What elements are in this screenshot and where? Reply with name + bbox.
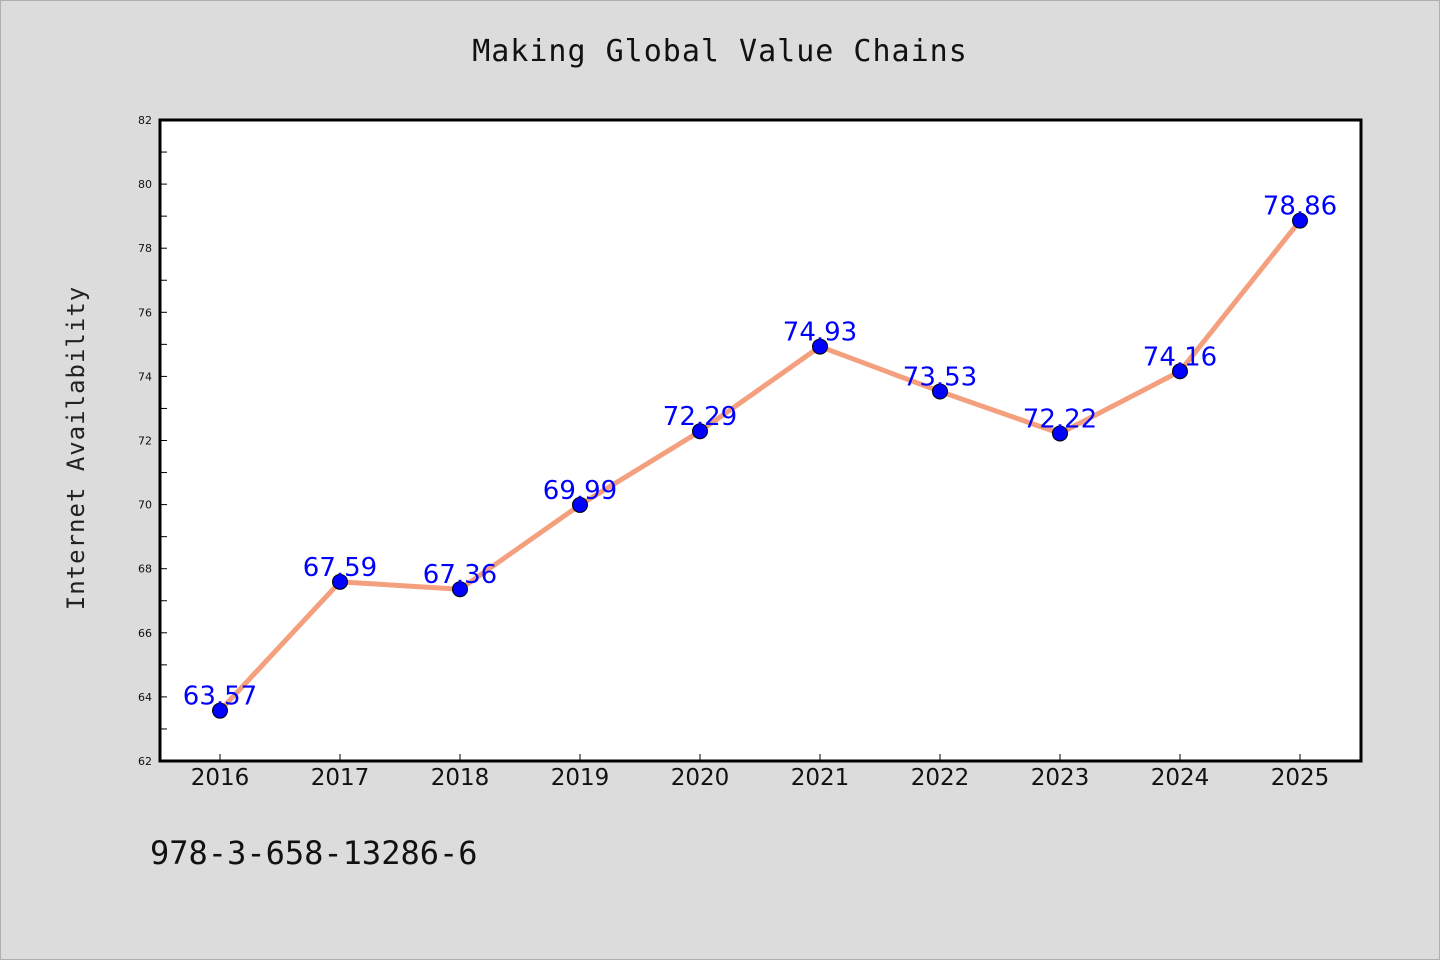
plot-area xyxy=(158,118,1363,763)
y-tick-label: 74 xyxy=(138,370,152,383)
x-tick-label: 2022 xyxy=(911,765,970,791)
x-tick-label: 2024 xyxy=(1151,765,1210,791)
data-label: 74.16 xyxy=(1143,342,1217,372)
x-axis: 2016 2017 2018 2019 2020 2021 2022 2023 2024 2025 xyxy=(191,754,1330,791)
data-label: 67.59 xyxy=(303,553,377,583)
x-tick-label: 2016 xyxy=(191,765,250,791)
y-tick-label: 76 xyxy=(138,306,152,319)
y-tick-label: 78 xyxy=(138,242,152,255)
x-tick-label: 2025 xyxy=(1271,765,1330,791)
y-tick-label: 68 xyxy=(138,563,152,576)
data-label: 72.22 xyxy=(1023,404,1097,434)
y-tick-label: 64 xyxy=(138,691,152,704)
data-label: 72.29 xyxy=(663,402,737,432)
x-tick-label: 2020 xyxy=(671,765,730,791)
y-tick-label: 72 xyxy=(138,435,152,448)
data-label: 63.57 xyxy=(183,682,257,712)
data-point xyxy=(452,581,468,598)
isbn-text: 978-3-658-13286-6 xyxy=(150,834,478,872)
x-tick-label: 2017 xyxy=(311,765,370,791)
x-tick-label: 2018 xyxy=(431,765,490,791)
data-label: 73.53 xyxy=(903,362,977,392)
data-point xyxy=(572,496,588,513)
data-point xyxy=(1172,363,1188,380)
data-point xyxy=(812,338,828,355)
data-labels: 63.57 67.59 67.36 69.99 72.29 74.93 73.53 72.22… xyxy=(183,192,1337,712)
x-tick-label: 2019 xyxy=(551,765,610,791)
data-point xyxy=(1292,212,1308,229)
y-axis: 62 64 66 68 70 72 74 76 78 80 82 xyxy=(138,114,167,768)
y-tick-label: 62 xyxy=(138,755,152,768)
y-tick-label: 70 xyxy=(138,499,152,512)
data-label: 78.86 xyxy=(1263,192,1337,222)
data-point xyxy=(332,573,348,590)
data-point xyxy=(212,702,228,719)
y-tick-label: 82 xyxy=(138,114,152,127)
data-point xyxy=(692,423,708,440)
data-point xyxy=(932,383,948,400)
data-point xyxy=(1052,425,1068,442)
chart-title: Making Global Value Chains xyxy=(472,34,968,69)
data-label: 67.36 xyxy=(423,560,497,590)
x-tick-label: 2021 xyxy=(791,765,850,791)
data-label: 69.99 xyxy=(543,476,617,506)
series-group xyxy=(212,212,1308,719)
y-tick-label: 80 xyxy=(138,178,152,191)
x-tick-label: 2023 xyxy=(1031,765,1090,791)
data-label: 74.93 xyxy=(783,318,857,348)
y-tick-label: 66 xyxy=(138,627,152,640)
series-line xyxy=(217,218,1303,714)
